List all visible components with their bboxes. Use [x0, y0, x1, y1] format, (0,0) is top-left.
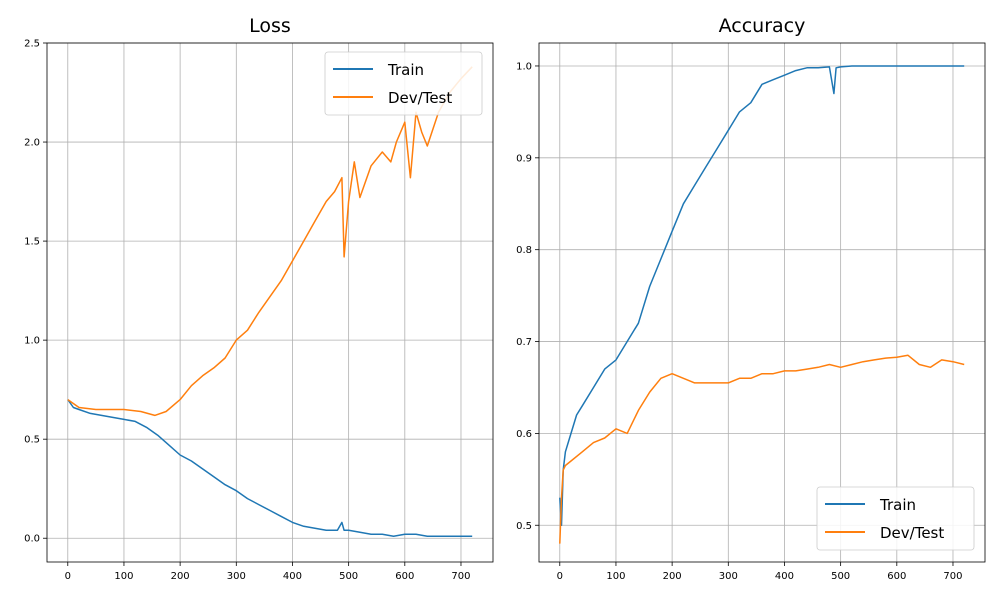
loss-y-tick-label: 1.5 [24, 237, 40, 248]
accuracy-devtest-line [559, 354, 965, 544]
accuracy-series [559, 65, 965, 544]
loss-x-tick-label: 200 [171, 571, 190, 582]
accuracy-x-tick-label: 400 [775, 571, 794, 582]
loss-chart: Loss 0 100 200 300 400 500 600 700 0.0 0.5 1.0 1.5… [24, 15, 494, 582]
accuracy-x-tick-label: 500 [831, 571, 850, 582]
loss-x-tick-label: 300 [227, 571, 246, 582]
loss-y-axis: 0.0 0.5 1.0 1.5 2.0 2.5 [24, 39, 47, 545]
accuracy-x-tick-label: 100 [606, 571, 625, 582]
accuracy-x-tick-label: 200 [663, 571, 682, 582]
loss-train-line [67, 399, 473, 537]
accuracy-legend-box [816, 486, 975, 551]
loss-x-axis: 0 100 200 300 400 500 600 700 [65, 562, 471, 582]
loss-legend-box [324, 51, 483, 116]
accuracy-chart-title: Accuracy [719, 15, 806, 37]
loss-devtest-line [67, 66, 473, 417]
loss-x-tick-label: 500 [339, 571, 358, 582]
loss-chart-title: Loss [249, 15, 291, 37]
accuracy-y-tick-label: 1.0 [516, 61, 532, 72]
loss-grid [47, 42, 493, 562]
loss-y-tick-label: 2.5 [24, 39, 40, 50]
loss-x-tick-label: 600 [395, 571, 414, 582]
loss-plot-frame [46, 42, 494, 563]
accuracy-x-tick-label: 600 [887, 571, 906, 582]
accuracy-plot-frame [538, 42, 986, 563]
loss-legend-devtest-label: Dev/Test [388, 89, 452, 107]
loss-x-tick-label: 400 [283, 571, 302, 582]
accuracy-chart: Accuracy 0 100 200 300 400 500 600 700 0.50.60.… [516, 15, 986, 582]
loss-y-tick-label: 0.0 [24, 534, 40, 545]
loss-legend-train-label: Train [387, 61, 424, 79]
loss-y-tick-label: 0.5 [24, 435, 40, 446]
accuracy-x-tick-label: 0 [557, 571, 563, 582]
loss-legend: Train Dev/Test [324, 51, 483, 116]
loss-x-tick-label: 700 [451, 571, 470, 582]
loss-x-tick-label: 100 [114, 571, 133, 582]
accuracy-x-tick-label: 300 [719, 571, 738, 582]
accuracy-y-tick-label: 0.5 [516, 521, 532, 532]
accuracy-legend-train-label: Train [879, 496, 916, 514]
loss-y-tick-label: 2.0 [24, 138, 40, 149]
accuracy-x-axis: 0 100 200 300 400 500 600 700 [557, 562, 963, 582]
accuracy-y-tick-label: 0.9 [516, 153, 532, 164]
accuracy-legend: Train Dev/Test [816, 486, 975, 551]
accuracy-legend-devtest-label: Dev/Test [880, 524, 944, 542]
accuracy-train-line [559, 65, 965, 527]
loss-y-tick-label: 1.0 [24, 336, 40, 347]
accuracy-y-axis: 0.5 0.6 0.7 0.8 0.9 1.0 [516, 61, 539, 532]
accuracy-y-tick-label: 0.7 [516, 337, 532, 348]
accuracy-x-tick-label: 700 [943, 571, 962, 582]
accuracy-y-tick-label: 0.6 [516, 429, 532, 440]
accuracy-y-tick-label: 0.8 [516, 245, 532, 256]
loss-series [67, 66, 473, 537]
loss-x-tick-label: 0 [65, 571, 71, 582]
